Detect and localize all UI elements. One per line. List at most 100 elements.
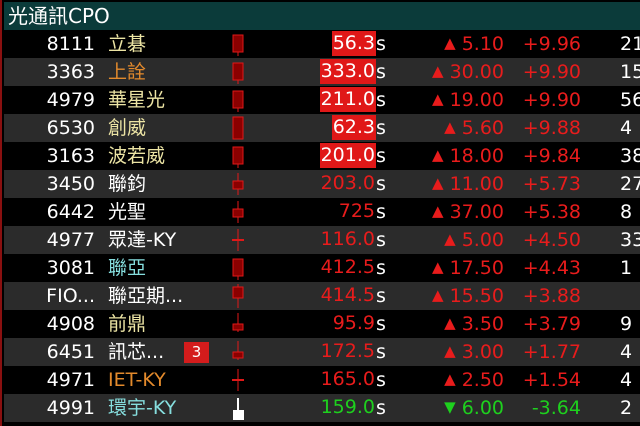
stock-code: 3163: [46, 145, 95, 167]
change: ▼ 6.00: [444, 394, 504, 423]
change: ▲ 11.00: [432, 170, 504, 199]
stock-code: 4971: [46, 369, 95, 391]
stock-name: 創威: [108, 117, 147, 139]
table-row[interactable]: 8111 立碁 56.3 s ▲ 5.10 +9.96 21: [4, 30, 640, 58]
change-percent: +3.88: [522, 285, 581, 307]
candlestick-icon: [232, 229, 244, 251]
volume: 4: [620, 117, 633, 139]
change: ▲ 17.50: [432, 254, 504, 283]
change-value: 6.00: [461, 397, 504, 419]
up-arrow-icon: ▲: [432, 90, 444, 108]
change-percent: -3.64: [531, 397, 581, 419]
simulated-flag: s: [376, 173, 386, 195]
change-percent: +1.77: [522, 341, 581, 363]
change: ▲ 5.10: [444, 30, 504, 59]
volume: 38: [620, 145, 640, 167]
simulated-flag: s: [376, 61, 386, 83]
table-row[interactable]: 4979 華星光 211.0 s ▲ 19.00 +9.90 56: [4, 86, 640, 114]
change-value: 2.50: [461, 369, 504, 391]
change-value: 11.00: [449, 173, 504, 195]
simulated-flag: s: [376, 117, 386, 139]
volume: 2: [620, 397, 633, 419]
up-arrow-icon: ▲: [432, 146, 444, 164]
table-row[interactable]: 6530 創威 62.3 s ▲ 5.60 +9.88 4: [4, 114, 640, 142]
price: 172.5: [320, 340, 375, 362]
price: 116.0: [320, 228, 375, 250]
simulated-flag: s: [376, 201, 386, 223]
change-percent: +9.90: [522, 89, 581, 111]
change-value: 5.10: [461, 33, 504, 55]
simulated-flag: s: [376, 229, 386, 251]
price: 201.0: [319, 143, 376, 168]
candlestick-icon: [232, 313, 244, 332]
price: 203.0: [320, 172, 375, 194]
price: 159.0: [320, 396, 375, 418]
up-arrow-icon: ▲: [444, 230, 456, 248]
table-row[interactable]: 4908 前鼎 95.9 s ▲ 3.50 +3.79 9: [4, 310, 640, 338]
change: ▲ 3.50: [444, 310, 504, 339]
change-percent: +9.88: [522, 117, 581, 139]
stock-name: 華星光: [108, 89, 166, 111]
simulated-flag: s: [376, 397, 386, 419]
change-value: 18.00: [449, 145, 504, 167]
simulated-flag: s: [376, 369, 386, 391]
volume: 4: [620, 341, 633, 363]
simulated-flag: s: [376, 145, 386, 167]
stock-name: 立碁: [108, 33, 147, 55]
up-arrow-icon: ▲: [444, 118, 456, 136]
simulated-flag: s: [376, 33, 386, 55]
change: ▲ 15.50: [432, 282, 504, 311]
stock-code: 3450: [46, 173, 95, 195]
change-value: 3.00: [461, 341, 504, 363]
up-arrow-icon: ▲: [444, 34, 456, 52]
simulated-flag: s: [376, 285, 386, 307]
notification-badge[interactable]: 3: [184, 342, 209, 363]
table-row[interactable]: 6451 訊芯... 3 172.5 s ▲ 3.00 +1.77 4: [4, 338, 640, 366]
stock-code: 4977: [46, 229, 95, 251]
table-row[interactable]: FIO... 聯亞期... 414.5 s ▲ 15.50 +3.88: [4, 282, 640, 310]
change-percent: +3.79: [522, 313, 581, 335]
simulated-flag: s: [376, 89, 386, 111]
change-percent: +9.96: [522, 33, 581, 55]
change: ▲ 19.00: [432, 86, 504, 115]
volume: 4: [620, 369, 633, 391]
stock-name: 環宇-KY: [108, 397, 177, 419]
table-row[interactable]: 4971 IET-KY 165.0 s ▲ 2.50 +1.54 4: [4, 366, 640, 394]
candlestick-icon: [232, 146, 244, 168]
price: 165.0: [320, 368, 375, 390]
table-row[interactable]: 3081 聯亞 412.5 s ▲ 17.50 +4.43 1: [4, 254, 640, 282]
up-arrow-icon: ▲: [444, 342, 456, 360]
stock-code: 3081: [46, 257, 95, 279]
candlestick-icon: [232, 369, 244, 391]
table-row[interactable]: 4977 眾達-KY 116.0 s ▲ 5.00 +4.50 33: [4, 226, 640, 254]
up-arrow-icon: ▲: [432, 286, 444, 304]
stock-code: 3363: [46, 61, 95, 83]
table-row[interactable]: 4991 環宇-KY 159.0 s ▼ 6.00 -3.64 2: [4, 394, 640, 422]
table-row[interactable]: 3163 波若威 201.0 s ▲ 18.00 +9.84 38: [4, 142, 640, 170]
up-arrow-icon: ▲: [432, 202, 444, 220]
price: 211.0: [319, 87, 376, 112]
change: ▲ 3.00: [444, 338, 504, 367]
change-value: 3.50: [461, 313, 504, 335]
price: 412.5: [320, 256, 375, 278]
change-percent: +5.73: [522, 173, 581, 195]
change: ▲ 5.00: [444, 226, 504, 255]
stock-name: 聯鈞: [108, 173, 147, 195]
table-row[interactable]: 3450 聯鈞 203.0 s ▲ 11.00 +5.73 27: [4, 170, 640, 198]
up-arrow-icon: ▲: [432, 258, 444, 276]
change-percent: +4.43: [522, 257, 581, 279]
table-row[interactable]: 6442 光聖 725 s ▲ 37.00 +5.38 8: [4, 198, 640, 226]
candlestick-icon: [233, 398, 244, 420]
stock-code: 6451: [46, 341, 95, 363]
simulated-flag: s: [376, 313, 386, 335]
candlestick-icon: [232, 62, 244, 84]
price: 56.3: [331, 31, 376, 56]
table-row[interactable]: 3363 上詮 333.0 s ▲ 30.00 +9.90 15: [4, 58, 640, 86]
stock-name: 光聖: [108, 201, 147, 223]
stock-code: 6530: [46, 117, 95, 139]
stock-name: 前鼎: [108, 313, 147, 335]
volume: 8: [620, 201, 633, 223]
change-value: 17.50: [449, 257, 504, 279]
stock-code: 6442: [46, 201, 95, 223]
